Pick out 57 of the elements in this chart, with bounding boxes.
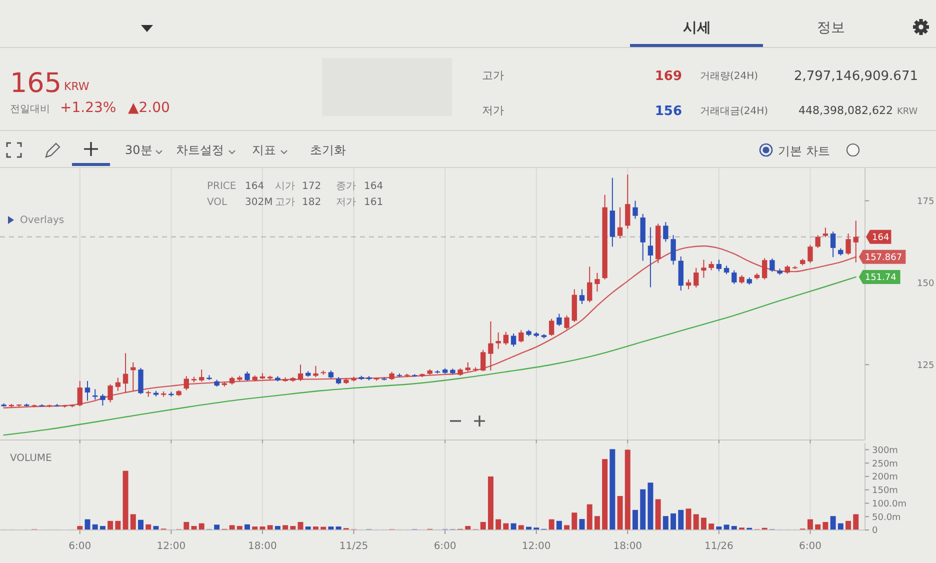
- text: 정보: [817, 20, 845, 36]
- text: 고가: [482, 69, 504, 82]
- annotation: 161: [364, 197, 384, 208]
- text: 거래량(24H): [700, 71, 758, 82]
- x-tick-label: 18:00: [613, 541, 642, 552]
- x-tick-label: 11/25: [339, 541, 368, 552]
- y-tick-label: 200m: [872, 472, 898, 483]
- annotation: 182: [302, 197, 322, 208]
- x-tick-label: 12:00: [156, 541, 186, 552]
- annotation: 172: [302, 181, 322, 192]
- annotation: Overlays: [20, 215, 64, 226]
- text: 차트설정: [176, 143, 224, 157]
- text: KRW: [897, 107, 918, 117]
- annotation: 저가: [336, 197, 356, 208]
- annotation: 고가: [275, 197, 295, 208]
- y-tick-label: 0: [872, 526, 878, 536]
- x-tick-label: 6:00: [798, 541, 822, 552]
- y-tick-label: 100.0m: [872, 499, 907, 510]
- text: 지표: [252, 143, 276, 157]
- y-tick-label: 250m: [872, 459, 898, 470]
- y-tick-label: 50.0m: [872, 512, 901, 523]
- text: ▲2.00: [128, 100, 170, 116]
- x-tick-label: 6:00: [434, 541, 456, 552]
- x-tick-label: 12:00: [522, 541, 551, 552]
- text: VOLUME: [10, 453, 52, 464]
- text: 시세: [683, 20, 711, 36]
- y-tick-label: 150m: [872, 486, 898, 496]
- y-tick-label: 125: [917, 360, 934, 371]
- text: 거래대금(24H): [700, 106, 768, 117]
- annotation: 164: [245, 181, 264, 192]
- y-tick-label: 150: [917, 278, 934, 289]
- text: 전일대비: [10, 104, 50, 115]
- text: 165: [10, 68, 62, 99]
- data-label: 157.867: [864, 253, 902, 264]
- y-tick-label: 175: [917, 196, 934, 207]
- text: 초기화: [310, 143, 346, 157]
- annotation: PRICE: [207, 181, 236, 192]
- data-label: 151.74: [864, 273, 897, 284]
- annotation: 종가: [336, 181, 356, 192]
- annotation: 164: [364, 181, 384, 192]
- text: KRW: [64, 80, 90, 93]
- annotation: 시가: [275, 181, 295, 192]
- text: 156: [654, 104, 682, 119]
- text: 448,398,082,622: [798, 104, 893, 117]
- annotation: VOL: [207, 197, 228, 208]
- text: 2,797,146,909.671: [794, 69, 918, 84]
- x-tick-label: 11/26: [704, 541, 734, 552]
- x-tick-label: 18:00: [248, 541, 277, 552]
- text: 169: [654, 69, 682, 84]
- text: 기본 차트: [778, 144, 830, 158]
- text: 30분: [125, 143, 152, 157]
- ref-line-label: 164: [872, 233, 890, 244]
- annotation: 302M: [245, 197, 273, 208]
- x-tick-label: 6:00: [68, 541, 92, 552]
- text: 저가: [482, 104, 504, 117]
- text: +1.23%: [60, 100, 116, 116]
- y-tick-label: 300m: [872, 446, 898, 456]
